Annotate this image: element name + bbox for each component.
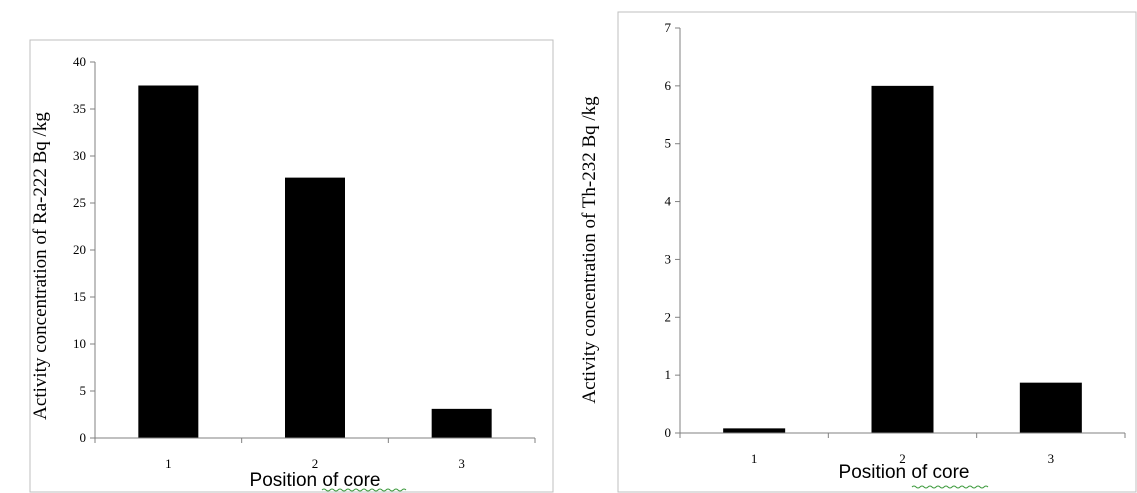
chart-2-bars bbox=[723, 85, 1082, 433]
y-tick-label: 20 bbox=[73, 242, 86, 257]
chart-1-y-axis: 0 5 10 15 20 25 30 35 40 bbox=[73, 54, 96, 445]
chart-2-spellcheck-underline bbox=[911, 485, 989, 489]
bar-1 bbox=[138, 85, 199, 438]
y-tick-label: 30 bbox=[73, 148, 86, 163]
bar-3 bbox=[1019, 382, 1082, 433]
x-tick-label: 2 bbox=[899, 451, 906, 466]
y-tick-label: 7 bbox=[665, 20, 672, 35]
x-tick-label: 1 bbox=[751, 451, 758, 466]
y-tick-label: 40 bbox=[73, 54, 86, 69]
chart-2-y-axis-label: Activity concentration of Th-232 Bq /kg bbox=[579, 96, 600, 404]
chart-2-x-axis: 1 2 3 bbox=[679, 432, 1126, 466]
chart-1-spellcheck-underline bbox=[321, 488, 407, 492]
y-tick-label: 25 bbox=[73, 195, 86, 210]
x-tick-label: 1 bbox=[165, 456, 172, 471]
y-tick-label: 5 bbox=[80, 383, 87, 398]
y-tick-label: 5 bbox=[665, 136, 672, 151]
chart-1-bars bbox=[138, 85, 492, 438]
bar-2 bbox=[871, 85, 934, 433]
y-tick-label: 3 bbox=[665, 251, 672, 266]
bar-3 bbox=[431, 408, 492, 438]
y-tick-label: 0 bbox=[80, 430, 87, 445]
y-tick-label: 10 bbox=[73, 336, 86, 351]
chart-2: 0 1 2 3 4 5 6 7 1 2 3 Activity concentration of T… bbox=[579, 11, 1137, 493]
y-tick-label: 6 bbox=[665, 78, 672, 93]
y-tick-label: 35 bbox=[73, 101, 86, 116]
bar-1 bbox=[723, 428, 786, 433]
y-tick-label: 1 bbox=[665, 367, 672, 382]
y-tick-label: 4 bbox=[665, 194, 672, 209]
chart-1-x-axis: 1 2 3 bbox=[94, 437, 536, 471]
chart-2-x-axis-label: Position of core bbox=[839, 462, 970, 483]
chart-1: 0 5 10 15 20 25 30 35 40 1 2 3 Activity concentrat… bbox=[29, 39, 554, 493]
bar-2 bbox=[285, 177, 345, 438]
y-tick-label: 0 bbox=[665, 425, 672, 440]
chart-1-frame bbox=[29, 39, 554, 493]
x-tick-label: 3 bbox=[458, 456, 465, 471]
y-tick-label: 2 bbox=[665, 309, 672, 324]
x-tick-label: 2 bbox=[312, 456, 319, 471]
y-tick-label: 15 bbox=[73, 289, 86, 304]
chart-1-x-axis-label: Position of core bbox=[250, 470, 381, 491]
chart-2-frame bbox=[617, 11, 1137, 493]
x-tick-label: 3 bbox=[1048, 451, 1055, 466]
chart-2-y-axis: 0 1 2 3 4 5 6 7 bbox=[665, 20, 681, 440]
chart-1-y-axis-label: Activity concentration of Ra-222 Bq /kg bbox=[30, 112, 51, 420]
